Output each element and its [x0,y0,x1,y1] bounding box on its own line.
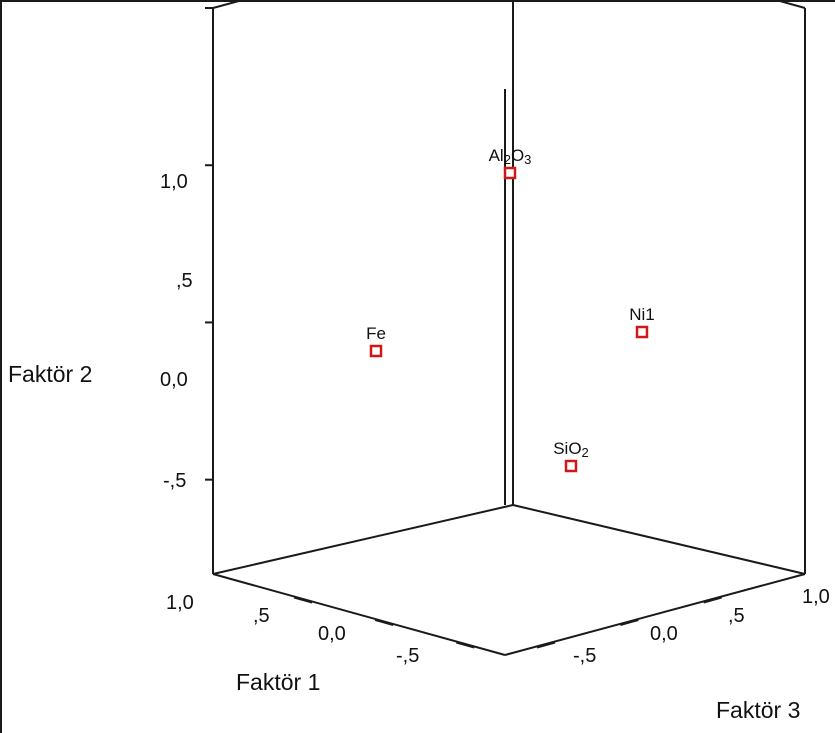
floor-edge-left [212,573,506,656]
x-tick-label: 0,0 [318,623,346,645]
top-edge-right [772,0,806,9]
z-tick-mark [703,596,722,604]
data-points: Al2O3 Fe Ni1 SiO2 [366,146,655,473]
z-tick-label: -,5 [573,645,596,667]
data-point-marker [503,166,517,180]
back-floor-left [212,504,514,575]
tick-marks [205,7,722,649]
top-edge-left [212,0,247,9]
x-tick-mark [293,596,313,604]
z-axis-title: Faktör 3 [716,697,800,723]
z-tick-mark [620,619,639,626]
data-point-marker [564,459,578,473]
data-point-label: Fe [366,324,386,343]
z-tick-label: 1,0 [802,586,830,608]
y-tick-label: -,5 [163,470,186,492]
data-point-label: SiO2 [553,439,589,460]
x-axis-title: Faktör 1 [236,669,320,695]
back-floor-right [512,504,806,575]
x-tick-label: ,5 [253,605,270,627]
y-tick-label: 0,0 [160,369,188,391]
z-tick-label: 0,0 [650,623,678,645]
y-tick-label: ,5 [176,270,193,292]
z-tick-mark [536,641,556,649]
data-point-label: Ni1 [629,305,655,324]
data-point-marker [635,325,649,339]
x-tick-mark [456,641,475,649]
plot-box [212,0,806,656]
x-tick-label: 1,0 [166,592,194,614]
data-point-marker [369,344,383,358]
z-tick-label: ,5 [728,605,745,627]
y-axis-title: Faktör 2 [8,361,92,387]
floor-edge-right [504,573,806,656]
x-tick-mark [374,619,394,626]
data-point-label: Al2O3 [489,146,532,167]
y-tick-label: 1,0 [160,171,188,193]
x-tick-label: -,5 [396,645,419,667]
